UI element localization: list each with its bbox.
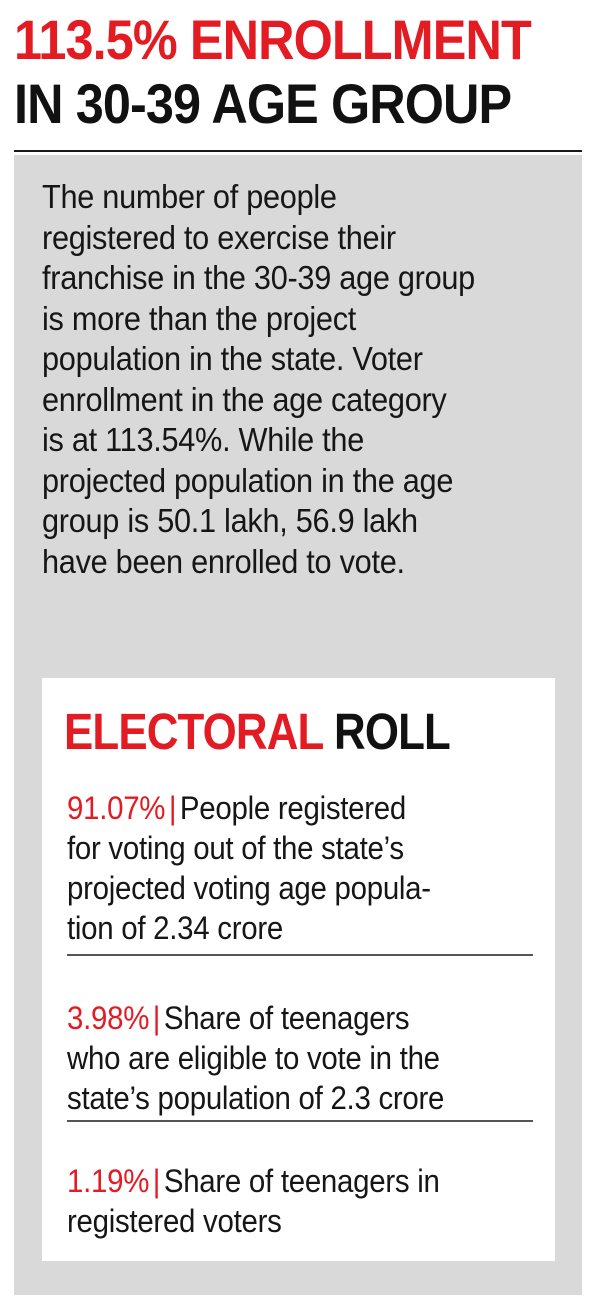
intro-line: registered to exercise their [42, 218, 396, 256]
stat-line: 1.19% | Share of teenagers in [67, 1161, 499, 1201]
stat-percent: 1.19% [67, 1163, 150, 1199]
stat-line: 3.98% | Share of teenagers [67, 998, 499, 1038]
headline: 113.5% ENROLLMENT IN 30-39 AGE GROUP [14, 8, 590, 136]
stat-line: 91.07% | People registered [67, 788, 499, 828]
stat-line: projected voting age popula- [67, 870, 431, 906]
stat-divider [67, 1120, 533, 1122]
stat-percent: 3.98% [67, 1000, 150, 1036]
stat-divider [67, 954, 533, 956]
stat-item-3: 1.19% | Share of teenagers in registered v… [67, 1161, 537, 1241]
stat-line: state’s population of 2.3 crore [67, 1080, 445, 1116]
stat-text: People registered [179, 790, 407, 826]
intro-line: population in the state. Voter [42, 340, 423, 377]
stat-item-2: 3.98% | Share of teenagers who are eligibl… [67, 998, 537, 1118]
headline-line-2: IN 30-39 AGE GROUP [14, 72, 512, 135]
card-title: ELECTORAL ROLL [64, 702, 451, 762]
electoral-roll-card: ELECTORAL ROLL 91.07% | People registered … [42, 678, 555, 1261]
intro-line: is at 113.54%. While the [42, 421, 364, 458]
intro-line: franchise in the 30-39 age group [42, 259, 475, 296]
intro-line: enrollment in the age category [42, 380, 447, 418]
stat-line: for voting out of the state’s [67, 830, 404, 866]
info-panel: The number of people registered to exerc… [14, 155, 582, 1295]
intro-line: group is 50.1 lakh, 56.9 lakh [42, 502, 418, 539]
stat-line: tion of 2.34 crore [67, 910, 283, 946]
stat-text: Share of teenagers [163, 1000, 410, 1036]
stat-line: who are eligible to vote in the [67, 1040, 440, 1076]
stat-separator: | [168, 790, 177, 826]
stat-item-1: 91.07% | People registered for voting out … [67, 788, 537, 948]
stat-line: registered voters [67, 1203, 282, 1239]
card-title-black: ROLL [334, 703, 451, 760]
stat-separator: | [152, 1000, 161, 1036]
headline-line-1: 113.5% ENROLLMENT [14, 8, 532, 71]
stat-percent: 91.07% [67, 790, 166, 826]
intro-line: The number of people [42, 178, 337, 215]
intro-line: projected population in the age [42, 461, 454, 499]
headline-rule [14, 150, 582, 152]
intro-line: have been enrolled to vote. [42, 542, 405, 580]
intro-paragraph: The number of people registered to exerc… [42, 177, 577, 582]
stat-text: Share of teenagers in [163, 1163, 440, 1199]
stat-separator: | [152, 1163, 161, 1199]
intro-line: is more than the project [42, 299, 357, 337]
card-title-red: ELECTORAL [64, 703, 324, 760]
